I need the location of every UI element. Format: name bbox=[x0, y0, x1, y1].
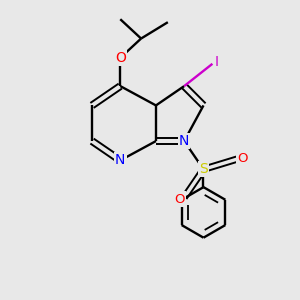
Text: I: I bbox=[215, 55, 219, 69]
Text: N: N bbox=[115, 153, 125, 167]
Text: O: O bbox=[175, 193, 185, 206]
Text: O: O bbox=[237, 152, 247, 165]
Text: S: S bbox=[199, 162, 208, 176]
Text: O: O bbox=[115, 51, 126, 65]
Text: N: N bbox=[179, 134, 189, 148]
